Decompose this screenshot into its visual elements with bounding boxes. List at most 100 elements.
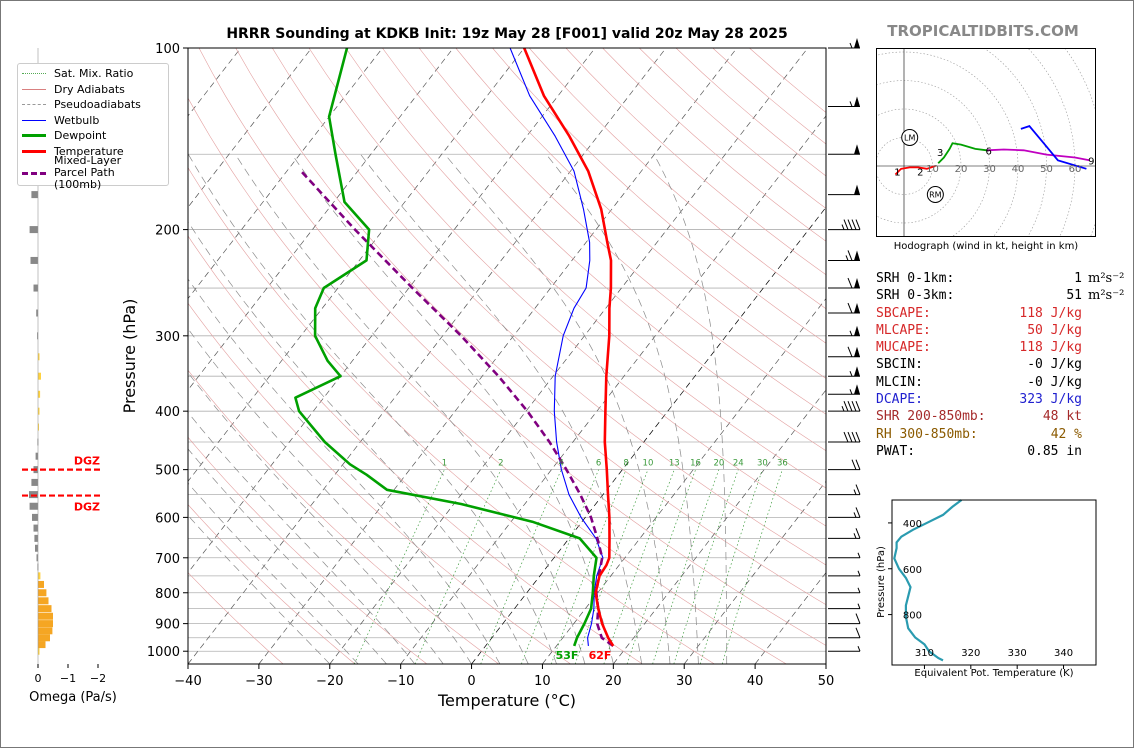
legend-item: Sat. Mix. Ratio xyxy=(22,66,164,82)
omega-axis-ticks: 0 −1 −2 xyxy=(35,664,106,685)
index-row: RH 300-850mb: 42 % xyxy=(876,427,1124,444)
theta-e-line xyxy=(893,499,963,662)
hodo-ring xyxy=(876,51,1019,237)
wind-barb xyxy=(828,96,860,107)
legend-swatch xyxy=(22,104,46,106)
omega-bar xyxy=(38,372,41,380)
mixing-ratio-label: 16 xyxy=(690,459,701,469)
pseudoadiabat xyxy=(653,154,728,664)
hodo-ring xyxy=(876,80,990,237)
barb-full xyxy=(855,459,861,470)
hodograph-labels: 10 20 30 40 50 60 1 2 3 6 9 LM RM xyxy=(894,129,1094,203)
omega-bar xyxy=(38,390,41,398)
omega-bar xyxy=(38,589,47,597)
dry-adiabat xyxy=(528,48,826,310)
wind-barb xyxy=(828,400,861,412)
barb-half xyxy=(849,330,853,336)
legend-swatch xyxy=(22,73,46,75)
mixing-ratio-label: 2 xyxy=(498,459,503,469)
dry-adiabat xyxy=(235,48,826,606)
theta-e-y-tick-label: 400 xyxy=(903,519,922,530)
barb-half xyxy=(849,42,853,49)
omega-bar xyxy=(38,597,49,605)
wind-barb xyxy=(828,587,861,594)
x-tick-label: 0 xyxy=(467,674,475,689)
pseudoadiabat xyxy=(188,221,529,664)
index-row: SRH 0-1km: 1 m²s⁻² xyxy=(876,271,1124,288)
dry-adiabat xyxy=(188,369,499,664)
pseudoadiabat xyxy=(188,448,387,664)
storm-motion-label: RM xyxy=(929,191,942,200)
omega-bar xyxy=(38,620,53,628)
mixing-ratio-labels: 1 2 4 6 8 10 13 16 20 24 30 36 xyxy=(442,459,788,469)
legend-label: Temperature xyxy=(54,144,124,158)
barb-flag xyxy=(854,38,860,48)
barb-half xyxy=(845,255,849,261)
omega-bar xyxy=(38,634,50,642)
y-tick-label: 700 xyxy=(155,552,180,567)
wind-barb xyxy=(828,144,860,155)
dry-adiabat xyxy=(418,48,826,415)
pseudoadiabat xyxy=(545,153,699,664)
mixing-ratio-line xyxy=(480,469,562,664)
isotherm xyxy=(329,48,809,664)
legend-item: Dry Adiabats xyxy=(22,82,164,98)
y-tick-label: 300 xyxy=(155,330,180,345)
theta-e-x-tick-label: 310 xyxy=(915,648,934,659)
mixing-ratio-line xyxy=(626,469,696,664)
omega-chart: DGZ DGZ 0 −1 −2 xyxy=(22,48,106,685)
legend-label: Wetbulb xyxy=(54,113,100,127)
mixing-ratio-label: 10 xyxy=(643,459,654,469)
pseudoadiabat xyxy=(188,154,557,664)
index-label: MLCAPE: xyxy=(876,322,931,338)
theta-e-y-tick-label: 600 xyxy=(903,565,922,576)
theta-e-x-tick-label: 340 xyxy=(1054,648,1073,659)
barb-full xyxy=(855,431,861,443)
index-value: 118 J/kg xyxy=(1019,340,1082,356)
theta-e-ticks: 310 320 330 340 400 600 800 xyxy=(888,519,1073,669)
isotherm xyxy=(188,48,667,664)
mixing-ratio-line xyxy=(603,469,675,664)
omega-tick-label: 0 xyxy=(35,672,42,685)
barb-flag xyxy=(854,325,860,336)
wind-barb xyxy=(828,627,861,639)
omega-bar xyxy=(29,502,38,510)
series-temperature xyxy=(522,48,615,647)
barb-full xyxy=(847,400,853,412)
hodo-height-label: 1 xyxy=(894,168,900,179)
barb-flag xyxy=(854,278,860,289)
mixing-ratio-line xyxy=(673,469,739,664)
hodo-height-label: 6 xyxy=(985,146,991,157)
y-axis-label: Pressure (hPa) xyxy=(120,299,139,414)
omega-bar xyxy=(37,332,39,340)
index-value: 323 J/kg xyxy=(1019,392,1082,408)
legend-label: Mixed-Layer xyxy=(54,154,122,167)
barb-full xyxy=(847,277,853,289)
dry-adiabat xyxy=(188,302,571,664)
theta-e-y-tick-label: 800 xyxy=(903,611,922,622)
barb-half xyxy=(841,224,845,230)
wind-barb xyxy=(828,484,861,496)
omega-x-label: Omega (Pa/s) xyxy=(29,690,117,705)
wind-barb xyxy=(828,507,861,518)
wind-barb xyxy=(828,366,860,377)
omega-bar xyxy=(38,647,40,655)
theta-e-trace xyxy=(893,499,963,662)
barb-full xyxy=(855,400,861,412)
mixing-ratio-line xyxy=(652,469,720,664)
series-mixed-layer-parcel-path-100mb- xyxy=(300,170,614,647)
hodo-segment xyxy=(986,148,1090,162)
omega-bar xyxy=(38,627,53,635)
dry-adiabat xyxy=(188,504,356,664)
wind-barb xyxy=(828,552,861,559)
hodograph-caption: Hodograph (wind in kt, height in km) xyxy=(893,241,1079,252)
omega-bar xyxy=(30,256,38,264)
mixing-ratio-label: 4 xyxy=(559,459,564,469)
dry-adiabat xyxy=(308,48,826,527)
hodo-height-label: 3 xyxy=(937,148,943,159)
omega-bar xyxy=(38,641,46,649)
hodo-segment xyxy=(894,165,936,176)
dry-adiabat xyxy=(188,436,428,664)
wind-barb xyxy=(828,277,860,289)
